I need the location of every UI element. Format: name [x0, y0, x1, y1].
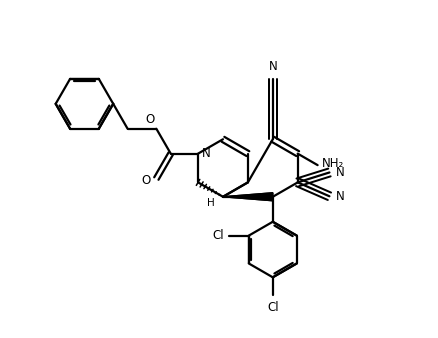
Text: H: H: [207, 198, 215, 208]
Text: N: N: [336, 190, 345, 203]
Polygon shape: [223, 193, 273, 201]
Text: N: N: [268, 59, 277, 73]
Text: NH₂: NH₂: [321, 156, 344, 170]
Text: Cl: Cl: [212, 229, 224, 242]
Text: N: N: [336, 166, 345, 179]
Polygon shape: [223, 193, 273, 201]
Text: Cl: Cl: [267, 301, 279, 314]
Text: N: N: [202, 147, 211, 160]
Text: O: O: [145, 113, 154, 126]
Text: O: O: [141, 174, 150, 187]
